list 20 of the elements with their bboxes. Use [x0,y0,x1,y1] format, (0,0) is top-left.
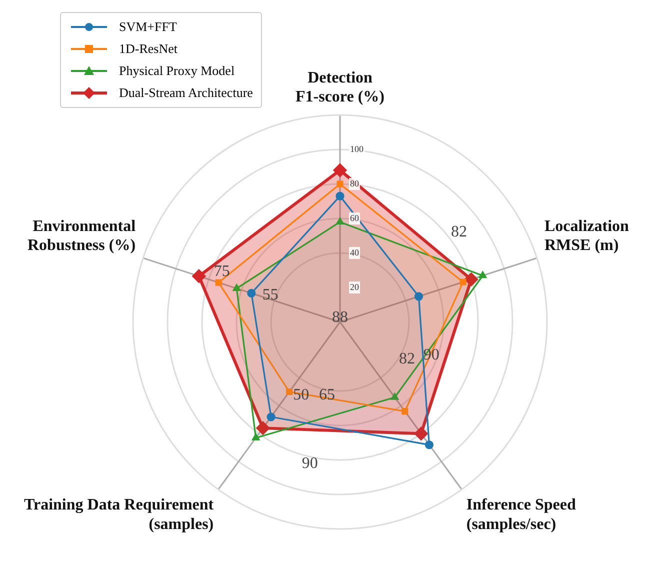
legend-label: Physical Proxy Model [119,63,235,79]
spoke-label: Environmental Robustness (%) [28,218,136,254]
legend-label: SVM+FFT [119,19,177,35]
spoke-label: Inference Speed (samples/sec) [466,496,576,533]
text: 82 [451,224,468,241]
text: 90 [302,454,318,472]
spoke-label: Localization RMSE (m) [544,218,630,254]
spoke-label: Detection F1-score (%) [296,69,384,106]
text: 82 [398,350,415,368]
text: 88 [332,309,348,326]
y-tick-label: 40 [350,247,360,258]
y-tick-label: 100 [350,144,364,154]
text: 75 [214,263,230,280]
legend-label: 1D-ResNet [119,41,178,57]
y-tick-label: 20 [350,282,360,292]
legend-label: Dual-Stream Architecture [119,85,253,101]
text: 55 [262,286,278,304]
y-tick-label: 80 [350,178,360,188]
spoke-label: Training Data Requirement (samples) [24,496,214,533]
y-tick-label: 60 [350,212,360,223]
